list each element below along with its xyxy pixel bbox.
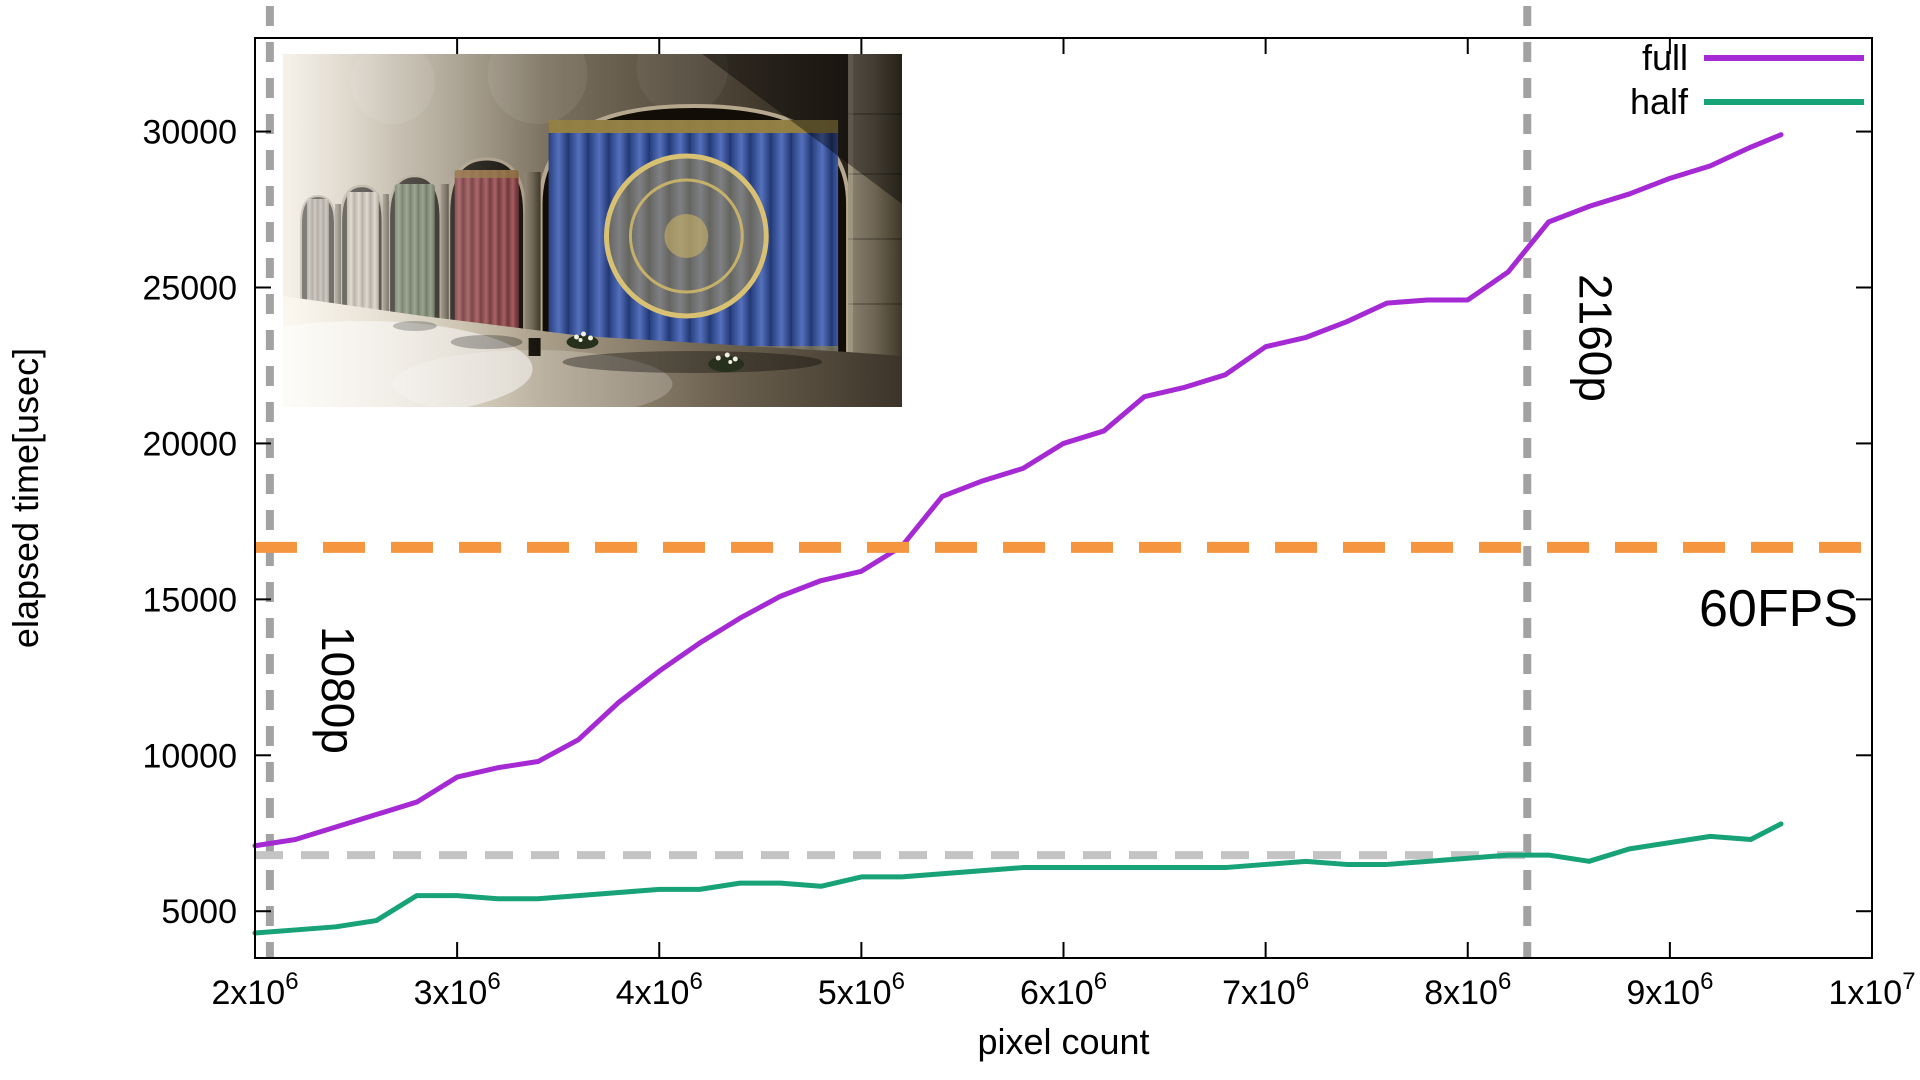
inset-render-preview: [283, 54, 902, 407]
wall-medallion: [636, 54, 729, 114]
light-haze: [283, 54, 543, 407]
series-line-full: [252, 132, 1784, 849]
curtain-shadow: [562, 351, 823, 373]
y-tick-label: 15000: [142, 581, 237, 619]
y-axis-title: elapsed time[usec]: [5, 348, 46, 648]
x-tick-label: 6x106: [1020, 968, 1107, 1012]
y-tick-label: 20000: [142, 425, 237, 463]
y-tick-label: 30000: [142, 114, 237, 152]
legend-label-half: half: [1630, 81, 1689, 122]
x-tick-label: 4x106: [616, 968, 703, 1012]
y-tick-label: 25000: [142, 269, 237, 307]
x-tick-label: 5x106: [818, 968, 905, 1012]
right-pillar: [848, 54, 902, 407]
x-tick-label: 8x106: [1424, 968, 1511, 1012]
x-tick-label: 7x106: [1222, 968, 1309, 1012]
x-tick-label: 3x106: [414, 968, 501, 1012]
x-axis-title: pixel count: [977, 1021, 1149, 1062]
x-tick-label: 2x106: [211, 968, 298, 1012]
y-tick-label: 5000: [161, 893, 237, 931]
ref-2160p-label: 2160p: [1569, 274, 1621, 402]
pillar-block-lines: [848, 113, 902, 305]
y-tick-label: 10000: [142, 737, 237, 775]
pillar-highlight: [848, 54, 854, 407]
curtain-blue: [548, 120, 839, 360]
inset-scene: [283, 54, 902, 407]
legend-label-full: full: [1642, 37, 1688, 78]
ref-1080p-label: 1080p: [312, 626, 364, 754]
x-tick-label: 9x106: [1626, 968, 1713, 1012]
series-line-half: [252, 821, 1784, 936]
ref-60fps-label: 60FPS: [1699, 580, 1858, 638]
x-tick-label: 1x107: [1828, 968, 1915, 1012]
